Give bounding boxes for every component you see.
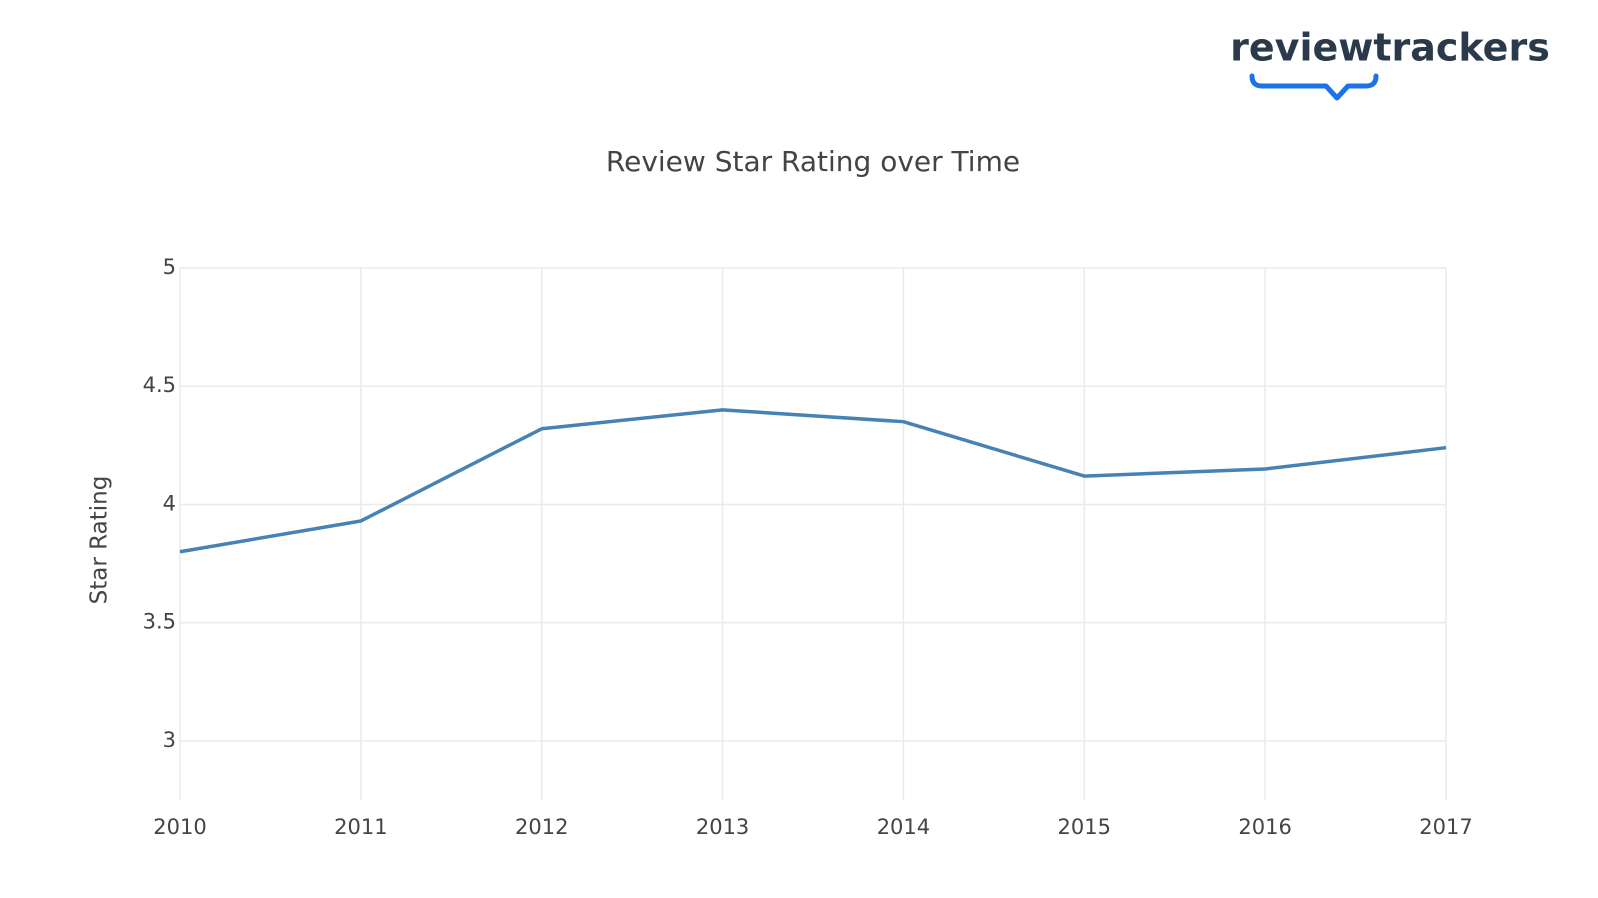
- x-tick-label: 2012: [515, 815, 568, 839]
- line: [179, 408, 1447, 554]
- x-tick-label: 2013: [696, 815, 749, 839]
- y-tick-label: 4: [163, 491, 176, 515]
- x-tick-label: 2010: [153, 815, 206, 839]
- y-tick-label: 4.5: [143, 373, 176, 397]
- x-tick-label: 2014: [877, 815, 930, 839]
- chart-title: Review Star Rating over Time: [606, 145, 1020, 178]
- y-axis-label: Star Rating: [87, 476, 113, 605]
- x-tick-label: 2017: [1419, 815, 1472, 839]
- y-tick-label: 5: [163, 255, 176, 279]
- x-tick-label: 2016: [1238, 815, 1291, 839]
- x-tick-label: 2011: [334, 815, 387, 839]
- y-tick-label: 3: [163, 728, 176, 752]
- x-tick-label: 2015: [1058, 815, 1111, 839]
- logo-underline: [1249, 73, 1379, 101]
- y-tick-label: 3.5: [143, 610, 176, 634]
- logo: reviewtrackers: [1230, 26, 1550, 101]
- logo-text: reviewtrackers: [1230, 26, 1550, 70]
